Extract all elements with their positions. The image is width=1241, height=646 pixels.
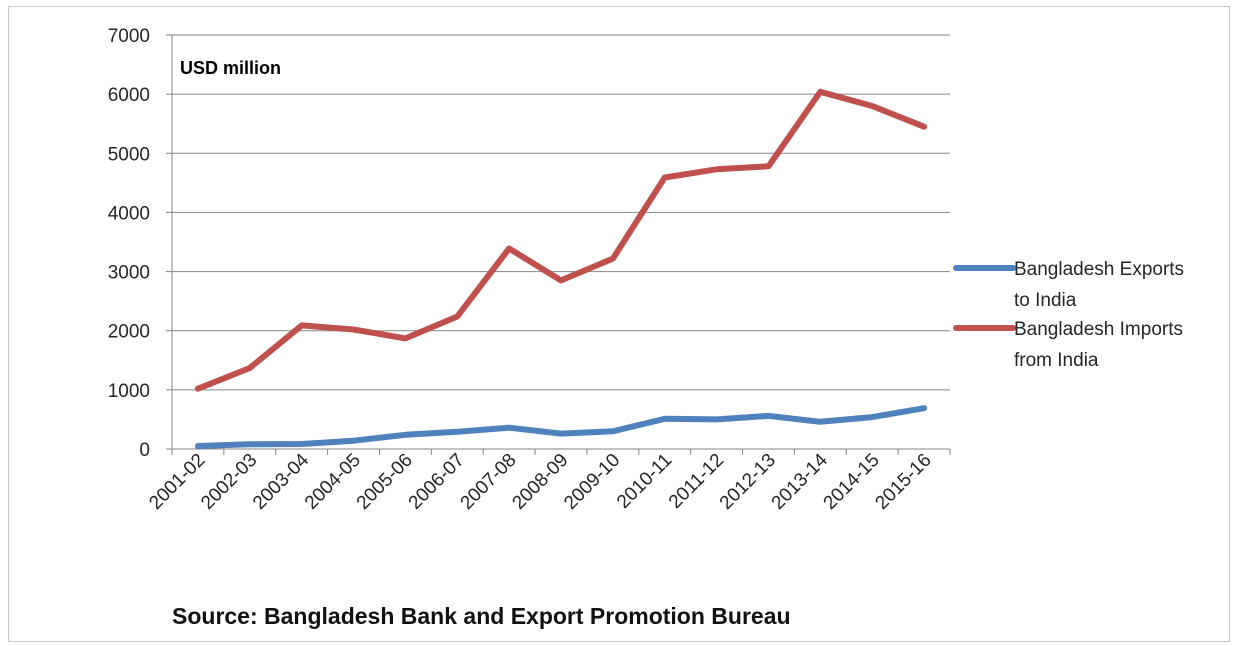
y-tick-label: 5000 bbox=[108, 144, 150, 165]
x-tick-label: 2012-13 bbox=[716, 450, 780, 514]
y-tick-label: 6000 bbox=[108, 85, 150, 106]
x-tick-label: 2006-07 bbox=[405, 450, 469, 514]
legend-label: Bangladesh Exports bbox=[1014, 259, 1184, 280]
x-tick-label: 2010-11 bbox=[613, 450, 676, 513]
legend-label: to India bbox=[1014, 290, 1077, 311]
x-tick-label: 2004-05 bbox=[301, 450, 365, 514]
x-tick-label: 2011-12 bbox=[665, 450, 728, 513]
y-tick-label: 0 bbox=[139, 440, 150, 461]
y-tick-label: 2000 bbox=[108, 322, 150, 343]
x-tick-label: 2005-06 bbox=[353, 450, 417, 514]
x-tick-label: 2003-04 bbox=[249, 449, 313, 513]
x-tick-label: 2008-09 bbox=[508, 450, 572, 514]
series-line-1 bbox=[194, 88, 928, 392]
legend-label: Bangladesh Imports bbox=[1014, 319, 1183, 340]
y-tick-label: 7000 bbox=[108, 26, 150, 47]
x-tick-label: 2014-15 bbox=[820, 450, 884, 514]
series-line-0 bbox=[194, 405, 928, 449]
unit-label: USD million bbox=[180, 58, 281, 78]
x-tick-label: 2009-10 bbox=[560, 450, 624, 514]
y-tick-label: 4000 bbox=[108, 203, 150, 224]
x-tick-label: 2007-08 bbox=[457, 450, 521, 514]
source-note: Source: Bangladesh Bank and Export Promo… bbox=[172, 603, 791, 629]
x-tick-label: 2002-03 bbox=[197, 450, 261, 514]
y-tick-label: 3000 bbox=[108, 263, 150, 284]
chart-frame bbox=[8, 6, 1230, 642]
x-tick-label: 2015-16 bbox=[871, 450, 935, 514]
x-tick-label: 2013-14 bbox=[768, 449, 832, 513]
legend-label: from India bbox=[1014, 350, 1099, 371]
x-tick-label: 2001-02 bbox=[145, 450, 209, 514]
y-tick-label: 1000 bbox=[108, 381, 150, 402]
